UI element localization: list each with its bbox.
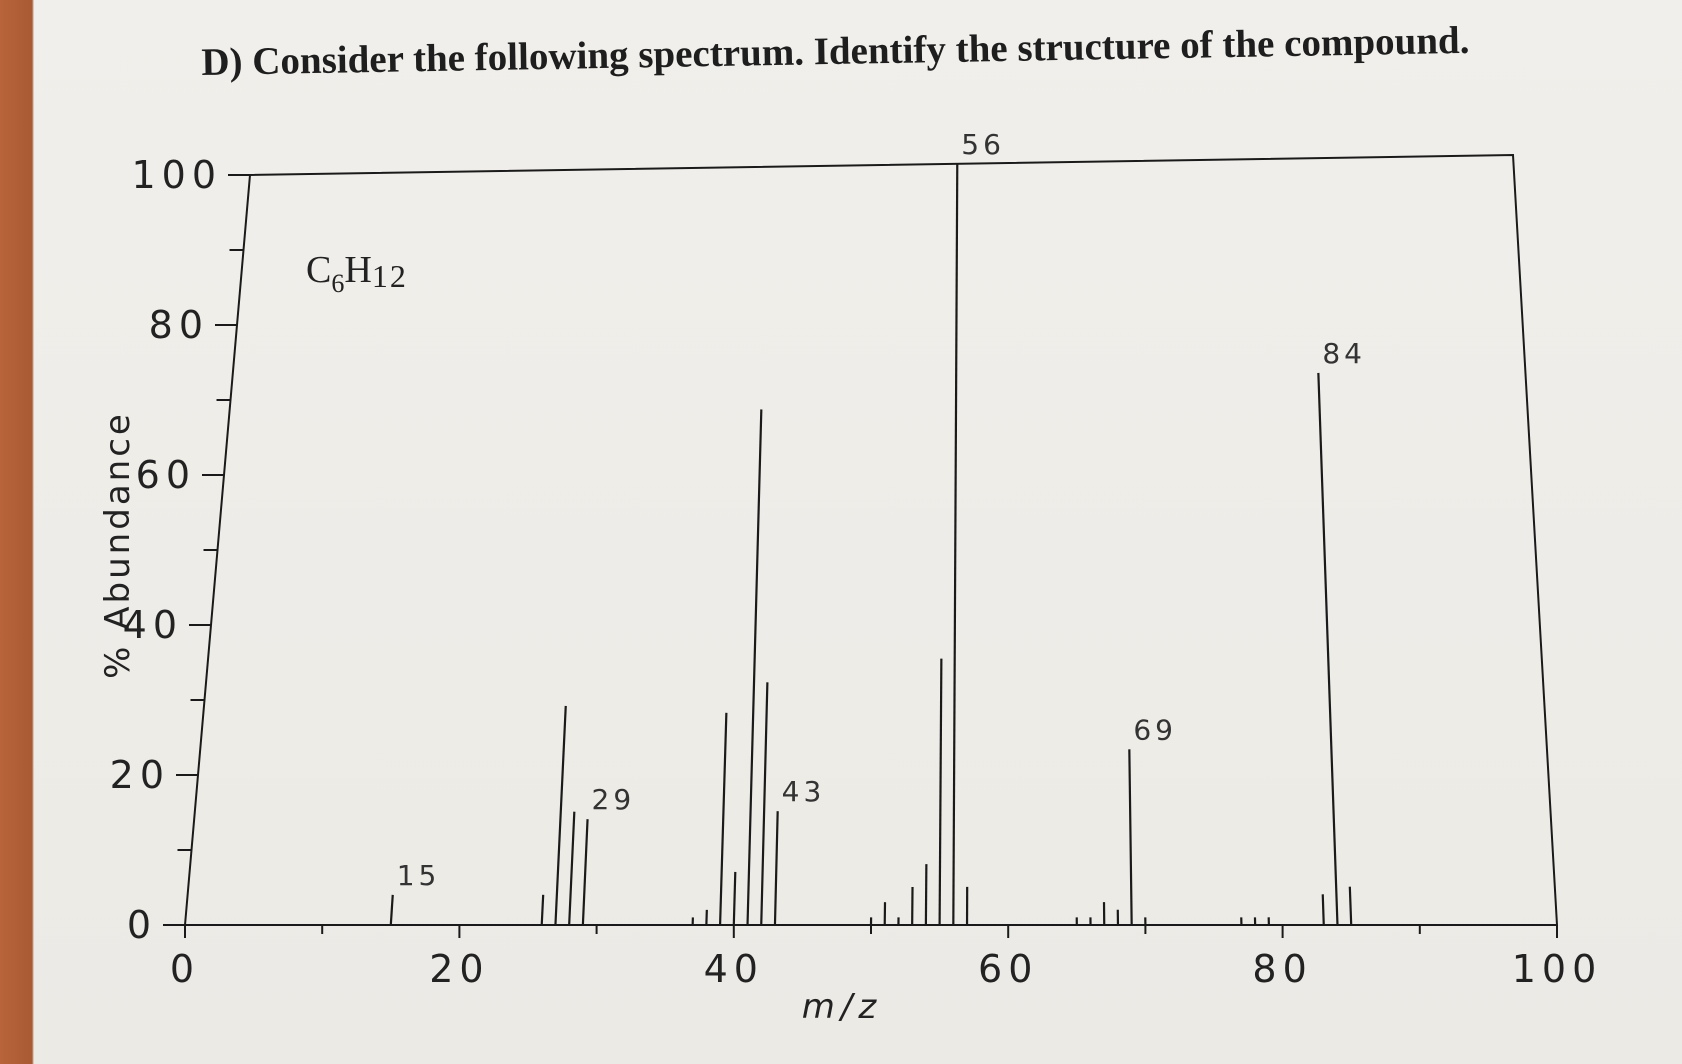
peak-label-43: 43: [782, 775, 826, 808]
peak-mz-27: [554, 705, 567, 926]
y-tick-label-0: 0: [127, 903, 157, 947]
x-tick-label-20: 20: [429, 947, 489, 991]
peak-mz-43: [773, 811, 779, 926]
peak-lines: [389, 163, 1353, 926]
peak-mz-55: [938, 658, 943, 926]
peak-label-29: 29: [592, 783, 636, 816]
peak-label-84: 84: [1322, 337, 1366, 370]
axis-ticks: [163, 174, 1558, 938]
tick-and-peak-labels: 0 20 40 60 80 100 0 20 40 60 80 100 15 29 43 56 69 84: [110, 128, 1603, 991]
peak-mz-15: [389, 894, 394, 926]
peak-mz-56: [952, 163, 959, 926]
peak-mz-42: [760, 682, 769, 926]
peak-mz-40: [732, 871, 737, 926]
x-tick-label-40: 40: [704, 947, 764, 991]
x-tick-label-80: 80: [1252, 947, 1312, 991]
peak-mz-69: [1128, 749, 1133, 926]
peak-mz-85: [1348, 886, 1353, 926]
y-tick-label-100: 100: [131, 153, 222, 197]
y-axis-label: % Abundance: [98, 411, 138, 679]
peak-mz-41: [746, 409, 763, 926]
y-tick-label-60: 60: [136, 453, 196, 497]
formula-subscript-6: 6: [331, 269, 344, 298]
x-axis-label: m/z: [802, 987, 882, 1027]
y-tick-label-40: 40: [123, 603, 183, 647]
y-tick-label-80: 80: [149, 303, 209, 347]
peak-label-69: 69: [1133, 713, 1177, 746]
x-tick-label-0: 0: [170, 947, 200, 991]
peak-mz-28: [568, 811, 576, 926]
formula-element-c: C: [306, 249, 331, 291]
peak-mz-29: [581, 819, 589, 926]
peak-mz-84: [1317, 372, 1339, 926]
peak-mz-39: [718, 712, 728, 926]
formula-label: C6H12: [306, 249, 408, 298]
peak-label-15: 15: [397, 859, 441, 892]
paper-sheet: [34, 0, 1682, 1064]
peak-label-56: 56: [961, 128, 1005, 161]
formula-subscript-12: 12: [372, 258, 408, 294]
x-tick-label-60: 60: [978, 947, 1038, 991]
peak-mz-83: [1321, 894, 1325, 926]
formula-element-h: H: [344, 249, 371, 291]
peak-mz-26: [540, 894, 545, 926]
y-tick-label-20: 20: [110, 753, 170, 797]
x-tick-label-100: 100: [1512, 947, 1603, 991]
